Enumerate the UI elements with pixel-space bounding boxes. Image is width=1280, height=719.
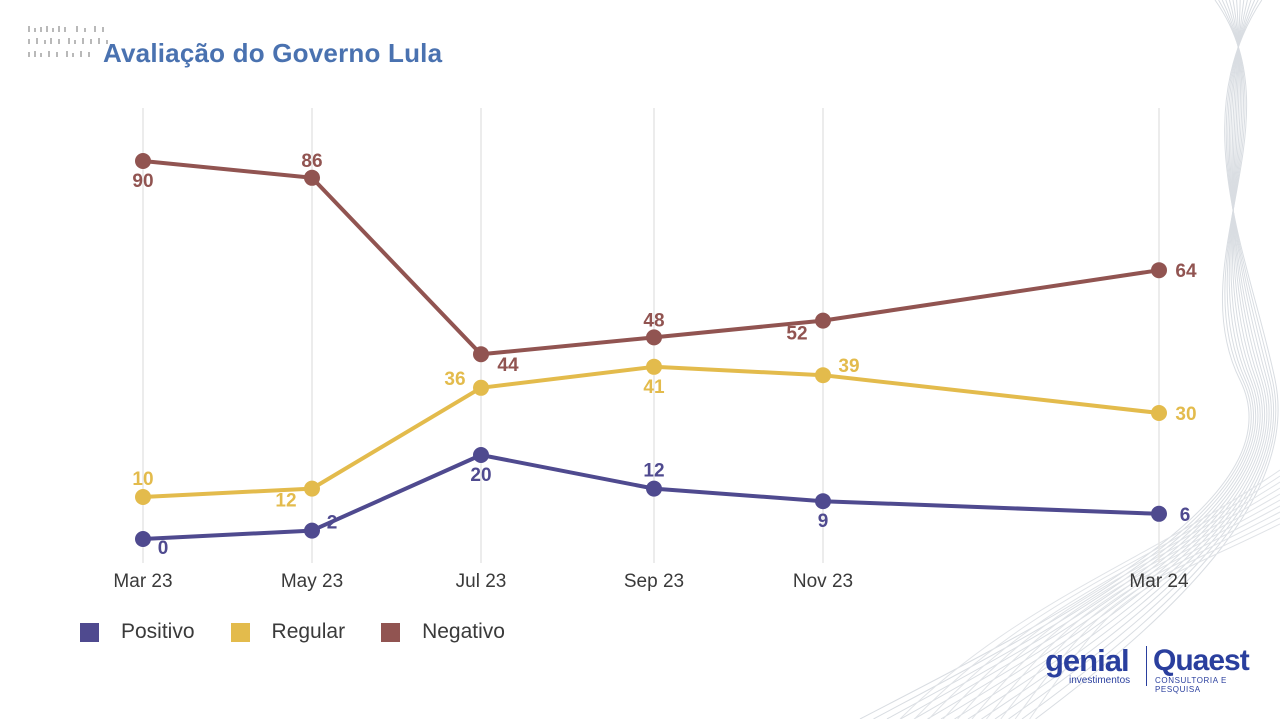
x-tick-label: Mar 23 xyxy=(113,571,172,592)
data-point-regular xyxy=(473,379,489,396)
decorative-wave-line xyxy=(957,493,1280,719)
data-label-positivo: 9 xyxy=(818,511,829,532)
decorative-wave-line xyxy=(986,505,1280,719)
data-point-positivo xyxy=(135,531,151,547)
decorative-wave-line xyxy=(994,0,1272,719)
legend-item-positivo: Positivo xyxy=(80,620,195,644)
decorative-wave-line xyxy=(1035,0,1279,719)
x-tick-label: Mar 24 xyxy=(1129,571,1189,592)
data-label-positivo: 6 xyxy=(1180,505,1191,526)
legend-swatch-positivo xyxy=(80,622,99,642)
decorative-wave-line xyxy=(942,487,1280,719)
decorative-wave-line xyxy=(981,0,1270,719)
data-point-positivo xyxy=(815,493,831,510)
genial-logo: genial xyxy=(1045,643,1130,678)
decorative-wave-line xyxy=(928,481,1280,719)
data-label-positivo: 12 xyxy=(643,461,664,482)
data-point-positivo xyxy=(1151,505,1167,522)
data-point-regular xyxy=(1151,405,1167,421)
data-label-regular: 10 xyxy=(132,469,153,490)
data-point-negativo xyxy=(473,346,489,363)
data-label-regular: 12 xyxy=(275,491,296,512)
series-line-positivo xyxy=(141,453,1161,541)
data-point-negativo xyxy=(135,153,151,169)
data-label-regular: 30 xyxy=(1175,404,1196,425)
legend-label-regular: Regular xyxy=(271,620,346,643)
page-title: Avaliação do Governo Lula xyxy=(103,38,443,68)
data-label-positivo: 20 xyxy=(470,465,491,486)
x-tick-label: May 23 xyxy=(281,571,343,592)
data-label-regular: 41 xyxy=(643,377,665,398)
quaest-logo-subtitle: CONSULTORIA E PESQUISA xyxy=(1155,676,1227,694)
data-point-regular xyxy=(304,480,320,497)
decorative-wave-line xyxy=(967,0,1268,719)
data-point-regular xyxy=(646,358,662,375)
decorative-wave-line xyxy=(927,0,1261,719)
legend-label-negativo: Negativo xyxy=(422,620,505,643)
legend-swatch-regular xyxy=(230,622,250,642)
data-label-positivo: 2 xyxy=(327,513,338,534)
data-point-positivo xyxy=(473,447,489,463)
decorative-wave-line xyxy=(971,499,1280,719)
decorative-wave-line xyxy=(1008,0,1275,719)
data-label-regular: 36 xyxy=(444,369,465,390)
decorative-wave-line xyxy=(1021,0,1277,719)
decorative-wave-line xyxy=(1000,511,1280,719)
quaest-logo: Quaest xyxy=(1153,644,1250,677)
logo-divider xyxy=(1146,646,1147,686)
decorative-wave-line xyxy=(886,0,1254,719)
decorative-wave-line xyxy=(900,0,1256,719)
decorative-wave-line xyxy=(1029,523,1280,719)
data-point-positivo xyxy=(646,480,662,497)
data-label-regular: 39 xyxy=(838,356,859,377)
data-point-negativo xyxy=(646,329,662,346)
decorative-wave-line xyxy=(899,469,1280,719)
x-tick-label: Sep 23 xyxy=(624,571,684,592)
data-label-negativo: 52 xyxy=(786,324,807,345)
data-label-positivo: 0 xyxy=(158,538,169,559)
data-label-negativo: 64 xyxy=(1175,261,1197,282)
series-line-negativo xyxy=(141,159,1161,357)
data-point-negativo xyxy=(1151,262,1167,279)
data-point-regular xyxy=(815,367,831,384)
data-label-negativo: 86 xyxy=(301,151,322,172)
decorative-wave-line xyxy=(914,475,1280,719)
chart-legend: Positivo Regular Negativo xyxy=(80,620,541,644)
x-tick-label: Jul 23 xyxy=(456,571,507,592)
data-point-positivo xyxy=(304,522,320,539)
legend-swatch-negativo xyxy=(381,622,401,642)
x-tick-label: Nov 23 xyxy=(793,571,853,592)
data-label-negativo: 44 xyxy=(497,355,519,376)
legend-item-regular: Regular xyxy=(230,620,346,644)
data-point-negativo xyxy=(304,169,320,186)
decorative-wave-line xyxy=(913,0,1259,719)
data-label-negativo: 90 xyxy=(132,171,153,192)
brand-logos: genial investimentos Quaest CONSULTORIA … xyxy=(1043,643,1253,695)
series-line-regular xyxy=(141,364,1161,499)
decorative-wave-line xyxy=(1014,517,1280,719)
decorative-wave-line xyxy=(940,0,1263,719)
legend-label-positivo: Positivo xyxy=(121,620,195,643)
decorative-tick-marks-icon xyxy=(28,26,108,57)
data-point-negativo xyxy=(815,312,831,329)
data-label-negativo: 48 xyxy=(643,310,664,331)
genial-logo-subtitle: investimentos xyxy=(1069,675,1131,686)
decorative-wave-line xyxy=(954,0,1266,719)
legend-item-negativo: Negativo xyxy=(381,620,505,644)
data-point-regular xyxy=(135,489,151,505)
